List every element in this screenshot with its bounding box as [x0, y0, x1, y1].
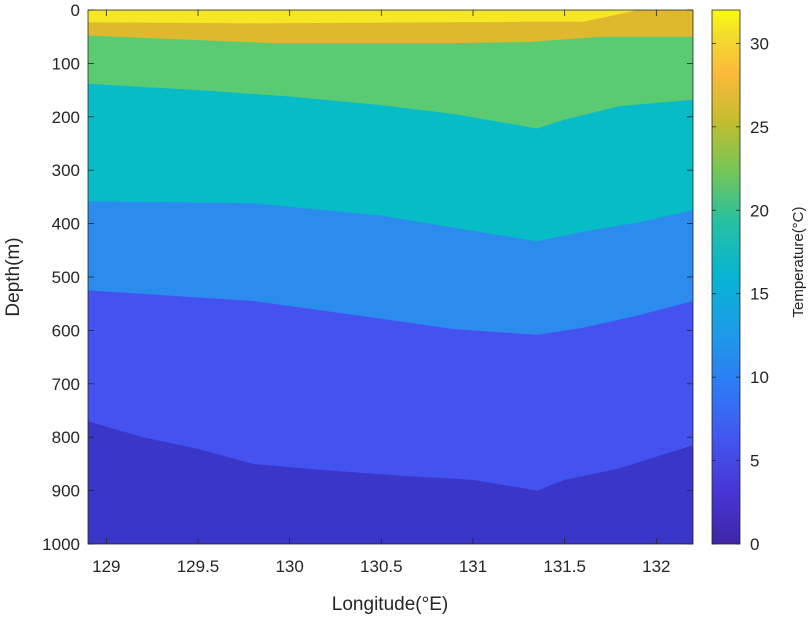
colorbar-tick-label: 5 — [750, 452, 759, 471]
colorbar-ticks: 0 5 10 15 20 25 30 — [712, 34, 769, 554]
y-tick-label: 1000 — [42, 535, 80, 554]
y-tick-label: 500 — [52, 268, 80, 287]
colorbar-label: Temperature(°C) — [790, 206, 807, 317]
x-tick-label: 129 — [92, 557, 120, 576]
colorbar — [711, 9, 741, 545]
contour-bands — [88, 10, 693, 544]
y-axis-ticks: 0 100 200 300 400 500 600 700 800 900 1000 — [42, 1, 693, 554]
colorbar-tick-label: 10 — [750, 368, 769, 387]
y-tick-label: 400 — [52, 215, 80, 234]
colorbar-tick-label: 30 — [750, 34, 769, 53]
y-tick-label: 0 — [71, 1, 80, 20]
x-tick-label: 131 — [459, 557, 487, 576]
y-tick-label: 100 — [52, 54, 80, 73]
y-tick-label: 600 — [52, 321, 80, 340]
x-tick-label: 131.5 — [543, 557, 586, 576]
y-axis-label: Depth(m) — [3, 237, 24, 316]
y-tick-label: 300 — [52, 161, 80, 180]
x-tick-label: 132 — [642, 557, 670, 576]
colorbar-tick-label: 15 — [750, 285, 769, 304]
colorbar-tick-label: 25 — [750, 118, 769, 137]
x-tick-label: 130 — [275, 557, 303, 576]
colorbar-tick-label: 20 — [750, 201, 769, 220]
band-above-30C — [88, 10, 693, 24]
x-tick-label: 129.5 — [177, 557, 220, 576]
colorbar-tick-label: 0 — [750, 535, 759, 554]
y-tick-label: 700 — [52, 375, 80, 394]
x-tick-label: 130.5 — [360, 557, 403, 576]
y-tick-label: 200 — [52, 108, 80, 127]
y-tick-label: 800 — [52, 428, 80, 447]
x-axis-ticks: 129 129.5 130 130.5 131 131.5 132 — [92, 10, 671, 576]
y-tick-label: 900 — [52, 482, 80, 501]
x-axis-label: Longitude(°E) — [332, 594, 448, 615]
